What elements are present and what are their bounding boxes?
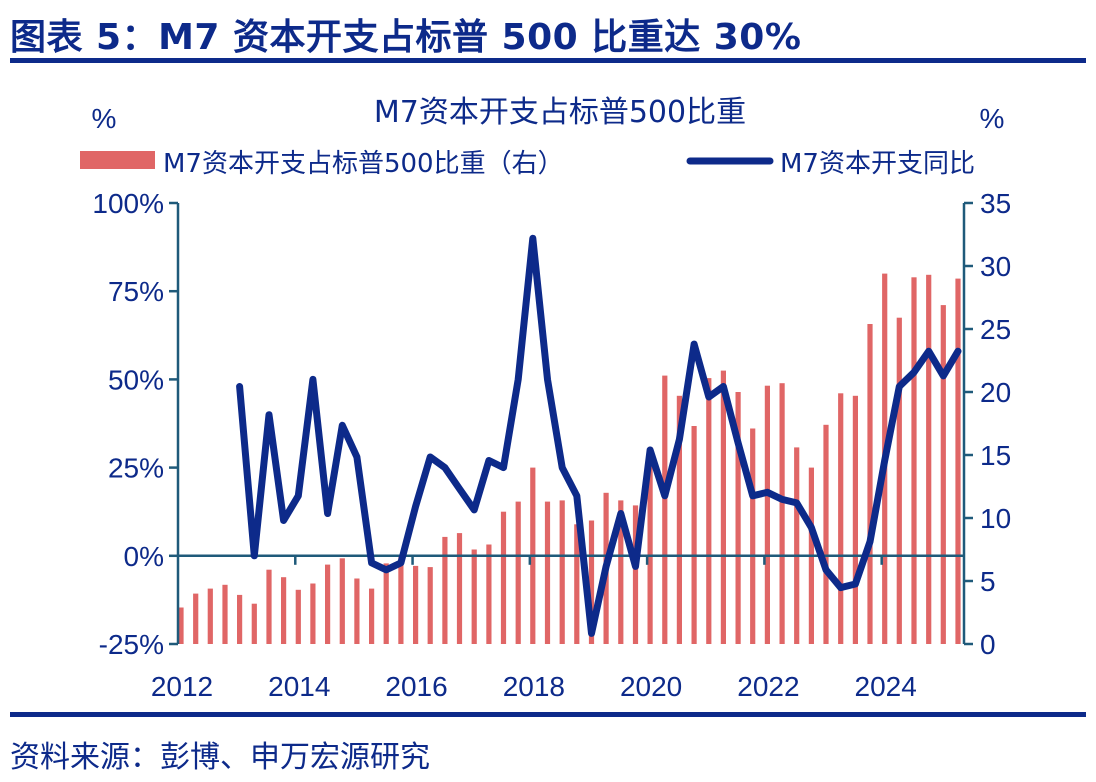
bar	[618, 500, 624, 644]
legend-line-label: M7资本开支同比	[780, 149, 975, 179]
bar	[222, 584, 228, 644]
bar	[251, 603, 257, 644]
right-axis-ticks: 0 5 10 15 20 25 30 35	[964, 188, 1011, 660]
right-tick-label: 15	[980, 440, 1011, 471]
bar	[207, 588, 213, 644]
bar	[339, 558, 345, 644]
axes	[176, 203, 966, 644]
x-tick-label: 2022	[737, 671, 799, 702]
chart: M7资本开支占标普500比重 % % M7资本开支占标普500比重（右） M7资…	[80, 95, 1011, 702]
bar	[867, 324, 873, 644]
bar	[574, 524, 580, 644]
bar	[442, 536, 448, 644]
bar	[369, 588, 375, 644]
right-tick-label: 25	[980, 314, 1011, 345]
left-tick-label: 75%	[108, 276, 164, 307]
bar	[955, 278, 961, 644]
bar	[456, 533, 463, 644]
bar	[398, 557, 404, 644]
bar	[911, 277, 917, 644]
bar	[691, 426, 697, 644]
bar	[515, 501, 521, 644]
right-tick-label: 20	[980, 377, 1011, 408]
bar	[237, 594, 243, 644]
bar	[720, 370, 726, 644]
bar	[427, 567, 433, 644]
x-tick-label: 2024	[855, 671, 917, 702]
bar	[383, 563, 389, 644]
bar	[794, 447, 800, 644]
bar	[706, 378, 712, 644]
bar	[354, 578, 360, 644]
left-tick-label: 50%	[108, 364, 164, 395]
bar	[838, 393, 844, 644]
x-tick-label: 2012	[151, 671, 213, 702]
bar	[676, 395, 682, 644]
right-tick-label: 10	[980, 503, 1011, 534]
left-axis-unit: %	[92, 103, 117, 134]
left-tick-label: 100%	[92, 188, 164, 219]
right-axis-unit: %	[980, 103, 1005, 134]
x-axis-ticks: 2012 2014 2016 2018 2020 2022 2024	[151, 555, 917, 702]
bar	[662, 375, 668, 644]
yoy-line	[236, 234, 962, 637]
x-tick-label: 2016	[385, 671, 447, 702]
right-tick-label: 5	[980, 566, 996, 597]
bar	[471, 549, 477, 644]
right-tick-label: 35	[980, 188, 1011, 219]
figure-title: 图表 5：M7 资本开支占标普 500 比重达 30%	[10, 17, 802, 58]
bar	[926, 274, 932, 644]
bar	[764, 385, 770, 644]
bar	[823, 424, 829, 644]
bar	[896, 317, 902, 644]
bar	[632, 505, 639, 644]
bar	[735, 392, 741, 644]
bar	[193, 593, 199, 644]
bar	[310, 583, 316, 644]
right-tick-label: 30	[980, 251, 1011, 282]
bar	[750, 428, 756, 644]
legend-bar-label: M7资本开支占标普500比重（右）	[163, 149, 564, 179]
x-tick-label: 2014	[268, 671, 330, 702]
bar	[588, 520, 595, 644]
title-divider	[10, 58, 1086, 63]
left-tick-label: 25%	[108, 453, 164, 484]
legend-bar-swatch	[80, 151, 155, 169]
bar	[559, 500, 565, 644]
bar	[178, 607, 184, 644]
line-series	[236, 234, 962, 637]
source-note: 资料来源：彭博、申万宏源研究	[10, 740, 430, 775]
left-axis-ticks: -25% 0% 25% 50% 75% 100%	[92, 188, 178, 660]
x-tick-label: 2018	[503, 671, 565, 702]
bar	[940, 305, 946, 644]
source-divider	[10, 712, 1086, 717]
legend: M7资本开支占标普500比重（右） M7资本开支同比	[80, 149, 975, 179]
left-tick-label: 0%	[124, 541, 164, 572]
bar	[295, 589, 301, 644]
bar	[486, 544, 492, 644]
bar	[852, 395, 858, 644]
bar	[281, 577, 287, 644]
x-tick-label: 2020	[620, 671, 682, 702]
right-tick-label: 0	[980, 629, 996, 660]
bar	[413, 565, 419, 644]
bar	[647, 447, 653, 644]
left-tick-label: -25%	[99, 629, 164, 660]
bar	[266, 569, 272, 644]
chart-title: M7资本开支占标普500比重	[374, 95, 746, 130]
bar	[500, 511, 507, 644]
bar	[779, 383, 785, 644]
bar	[544, 501, 551, 644]
bar	[325, 564, 331, 644]
